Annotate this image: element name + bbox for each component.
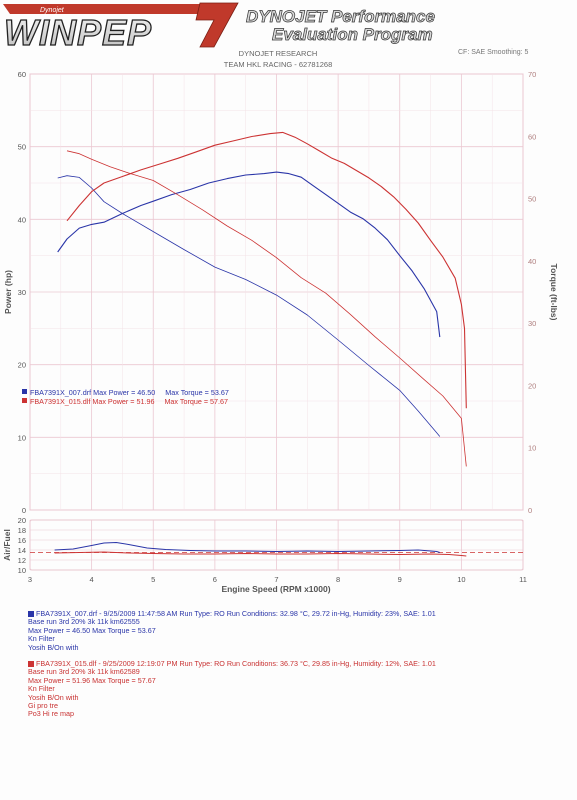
power-line [57, 171, 441, 338]
y-tick-label-left: 30 [18, 288, 26, 297]
y-tick-label-right: 20 [528, 381, 536, 390]
x-tick-label: 4 [90, 575, 94, 584]
logo-text: WINPEP [4, 12, 152, 53]
legend-swatch-blue [22, 389, 27, 394]
corner-text: CF: SAE Smoothing: 5 [458, 49, 529, 56]
main-grid [29, 73, 524, 511]
logo-tagline: Dynojet [40, 7, 65, 14]
inset-legend: FBA7391X_007.drf Max Power = 46.50 Max T… [22, 388, 229, 406]
y-axis-label-power: Power (hp) [3, 270, 13, 314]
torque-line [57, 175, 441, 437]
run-info-line: Max Power = 46.50 Max Torque = 53.67 [28, 625, 156, 635]
run-info-line: Kn Filter [28, 684, 55, 694]
y-tick-label-right: 60 [528, 132, 536, 141]
run-info-line: Po3 Hi re map [28, 709, 74, 719]
legend-entry-blue: FBA7391X_007.drf Max Power = 46.50 Max T… [30, 388, 229, 397]
y-tick-label-left: 10 [18, 433, 26, 442]
afr-y-tick-label: 10 [18, 566, 26, 575]
x-tick-label: 7 [274, 575, 278, 584]
x-tick-labels: 3 4 5 6 7 8 9 10 11 [28, 575, 527, 584]
report-line1: DYNOJET RESEARCH [239, 49, 318, 58]
x-tick-label: 5 [151, 575, 155, 584]
run-info-line: Gi pro tre [28, 700, 58, 710]
x-tick-label: 10 [457, 575, 465, 584]
y-tick-label-right: 10 [528, 444, 536, 453]
run-info-line: Kn Filter [28, 634, 55, 644]
afr-y-tick-label: 16 [18, 536, 26, 545]
y-axis-label-torque: Torque (ft-lbs) [549, 264, 559, 321]
y-tick-label-left: 0 [22, 506, 26, 515]
afr-y-tick-label: 20 [18, 516, 26, 525]
afr-y-tick-label: 12 [18, 556, 26, 565]
run-info-red: FBA7391X_015.dlf - 9/25/2009 12:19:07 PM… [28, 659, 436, 719]
run-info-line: Base run 3rd 20% 3k 11k km62555 [28, 617, 140, 627]
main-series [57, 131, 467, 467]
run-info-line: Base run 3rd 20% 3k 11k km62589 [28, 667, 140, 677]
run-info-line: Yosih B/On with [28, 692, 79, 702]
x-tick-label: 3 [28, 575, 32, 584]
run-info-blue: FBA7391X_007.drf - 9/25/2009 11:47:58 AM… [28, 609, 436, 652]
y-tick-label-right: 0 [528, 506, 532, 515]
run-info-line: Max Power = 51.96 Max Torque = 57.67 [28, 675, 156, 685]
report-line2: TEAM HKL RACING - 62781268 [224, 60, 333, 69]
afr-y-tick-label: 14 [18, 546, 26, 555]
run-swatch-red [28, 661, 34, 667]
y-tick-label-right: 30 [528, 319, 536, 328]
run-swatch-blue [28, 611, 34, 617]
afr-line [54, 551, 467, 557]
torque-line [66, 150, 467, 467]
y-tick-label-left: 20 [18, 361, 26, 370]
run-info-line: FBA7391X_015.dlf - 9/25/2009 12:19:07 PM… [28, 659, 436, 668]
y-tick-label-left: 40 [18, 215, 26, 224]
legend-swatch-red [22, 398, 27, 403]
x-tick-label: 8 [336, 575, 340, 584]
app-title-line2: Evaluation Program [272, 25, 433, 44]
main-tick-labels: 0 10 20 30 40 50 60 0 10 20 30 40 50 60 70 [18, 70, 537, 515]
run-info-line: Yosih B/On with [28, 642, 79, 652]
legend-entry-red: FBA7391X_015.dlf Max Power = 51.96 Max T… [30, 397, 228, 406]
y-tick-label-left: 50 [18, 143, 26, 152]
run-info-line: FBA7391X_007.drf - 9/25/2009 11:47:58 AM… [28, 609, 436, 618]
y-tick-label-left: 60 [18, 70, 26, 79]
winpep-logo: Dynojet WINPEP [3, 2, 239, 54]
afr-y-tick-label: 18 [18, 526, 26, 535]
x-tick-label: 11 [519, 575, 527, 584]
app-title-line1: DYNOJET Performance [246, 7, 435, 26]
afr-y-label: Air/Fuel [2, 529, 12, 561]
power-line [66, 131, 467, 409]
afr-line [54, 542, 440, 553]
y-tick-label-right: 70 [528, 70, 536, 79]
afr-series [54, 542, 467, 557]
y-tick-label-right: 40 [528, 257, 536, 266]
y-tick-label-right: 50 [528, 195, 536, 204]
x-tick-label: 6 [213, 575, 217, 584]
x-axis-label: Engine Speed (RPM x1000) [221, 584, 330, 594]
afr-grid [29, 519, 524, 571]
x-tick-label: 9 [398, 575, 402, 584]
